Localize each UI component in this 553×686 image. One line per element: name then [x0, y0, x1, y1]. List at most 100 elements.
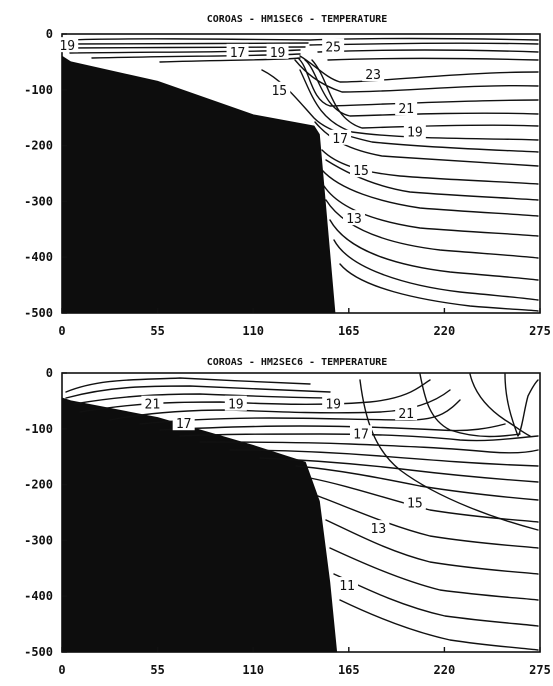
contour-label: 15 — [407, 496, 423, 511]
panel-top: COROAS - HM1SEC6 - TEMPERATURE — [24, 14, 551, 338]
contour-label-backdrop — [343, 210, 366, 226]
isotherm-line — [359, 379, 539, 531]
isotherm-line — [159, 57, 301, 63]
contour-label: 23 — [365, 68, 381, 83]
isotherm-line — [261, 69, 539, 153]
isotherm-line — [109, 389, 451, 421]
y-tick-label: -500 — [24, 645, 53, 659]
contour-label-backdrop — [336, 577, 359, 593]
isotherm-line — [329, 547, 539, 601]
contour-label-backdrop — [362, 66, 385, 82]
isotherm-line — [65, 377, 311, 393]
x-tick-label: 165 — [338, 663, 360, 677]
isotherm-line — [73, 393, 341, 405]
isotherm-line — [327, 57, 539, 61]
isotherm-line — [304, 59, 539, 117]
y-tick-label: 0 — [46, 366, 53, 380]
y-tick-label: 0 — [46, 27, 53, 41]
contour-label: 19 — [228, 398, 244, 413]
isotherm-line — [325, 159, 539, 201]
contour-label-backdrop — [266, 43, 289, 59]
contour-label-backdrop — [367, 520, 390, 536]
isotherm-line — [69, 49, 301, 54]
contour-label-backdrop — [226, 43, 249, 59]
contour-label: 15 — [271, 84, 287, 99]
x-tick-label: 55 — [150, 663, 164, 677]
y-tick-label: -200 — [24, 478, 53, 492]
isotherm-line — [309, 477, 539, 523]
x-tick-label: 275 — [529, 663, 551, 677]
y-tick-label: -300 — [24, 194, 53, 208]
isotherm-line — [339, 599, 539, 651]
isotherm-line — [179, 433, 539, 442]
y-tick-label: -400 — [24, 589, 53, 603]
x-tick-label: 220 — [434, 324, 456, 338]
isotherm-line — [419, 373, 521, 438]
isotherm-line — [333, 239, 539, 301]
isotherm-line — [229, 449, 539, 467]
y-tick-label: -300 — [24, 533, 53, 547]
contour-label-backdrop — [268, 81, 291, 97]
contour-label: 17 — [230, 46, 246, 61]
isotherm-line — [317, 49, 539, 53]
x-tick-label: 0 — [58, 324, 65, 338]
contour-label: 15 — [353, 164, 369, 179]
isotherm-line — [321, 149, 539, 185]
contour-label: 17 — [332, 132, 348, 147]
y-tick-label: -200 — [24, 139, 53, 153]
isotherm-line — [297, 57, 539, 107]
isotherm-line — [325, 519, 539, 575]
y-tick-label: -100 — [24, 422, 53, 436]
contour-label-backdrop — [329, 129, 352, 145]
y-tick-label: -100 — [24, 83, 53, 97]
contour-label: 13 — [346, 212, 362, 227]
isotherm-line — [65, 37, 539, 41]
contour-label-backdrop — [172, 415, 195, 431]
contour-label: 13 — [371, 522, 387, 537]
contour-label-backdrop — [349, 425, 372, 441]
isotherm-line — [299, 69, 539, 141]
contour-label: 21 — [145, 398, 161, 413]
isotherm-line — [159, 423, 506, 432]
isotherm-line — [339, 263, 539, 312]
contour-label-backdrop — [322, 38, 345, 54]
contour-label: 19 — [325, 398, 341, 413]
isotherm-line — [259, 457, 539, 483]
isotherm-line — [65, 385, 331, 399]
isotherm-line — [333, 573, 539, 627]
contour-label-backdrop — [56, 37, 79, 53]
contour-label: 17 — [353, 427, 369, 442]
contour-label: 19 — [407, 126, 423, 141]
contour-label-backdrop — [395, 100, 418, 116]
contour-label: 19 — [59, 39, 75, 54]
contour-label-backdrop — [141, 395, 164, 411]
isotherm-line — [323, 185, 539, 237]
contour-label: 21 — [398, 102, 414, 117]
x-tick-label: 275 — [529, 324, 551, 338]
isotherm-line — [309, 42, 539, 46]
y-tick-label: -400 — [24, 250, 53, 264]
x-tick-label: 165 — [338, 324, 360, 338]
isotherm-line — [295, 465, 539, 501]
isotherm-line — [317, 495, 539, 549]
x-tick-label: 55 — [150, 324, 164, 338]
contour-label: 11 — [339, 579, 355, 594]
contour-label-backdrop — [322, 395, 345, 411]
isotherm-line — [311, 59, 539, 129]
x-tick-label: 0 — [58, 663, 65, 677]
contour-label-backdrop — [224, 395, 247, 411]
contour-label-backdrop — [403, 123, 426, 139]
isotherm-line — [504, 373, 539, 437]
x-tick-label: 220 — [434, 663, 456, 677]
isotherm-line — [469, 373, 531, 437]
y-tick-label: -500 — [24, 306, 53, 320]
contour-label-backdrop — [403, 494, 426, 510]
contour-label: 21 — [398, 407, 414, 422]
isotherm-line — [321, 169, 539, 217]
panel-bottom: COROAS - HM2SEC6 - TEMPERATURE — [24, 357, 551, 677]
contour-label: 19 — [270, 46, 286, 61]
isotherm-line — [329, 219, 539, 281]
panel-bottom-bathymetry — [61, 397, 338, 653]
contour-label: 17 — [176, 417, 192, 432]
